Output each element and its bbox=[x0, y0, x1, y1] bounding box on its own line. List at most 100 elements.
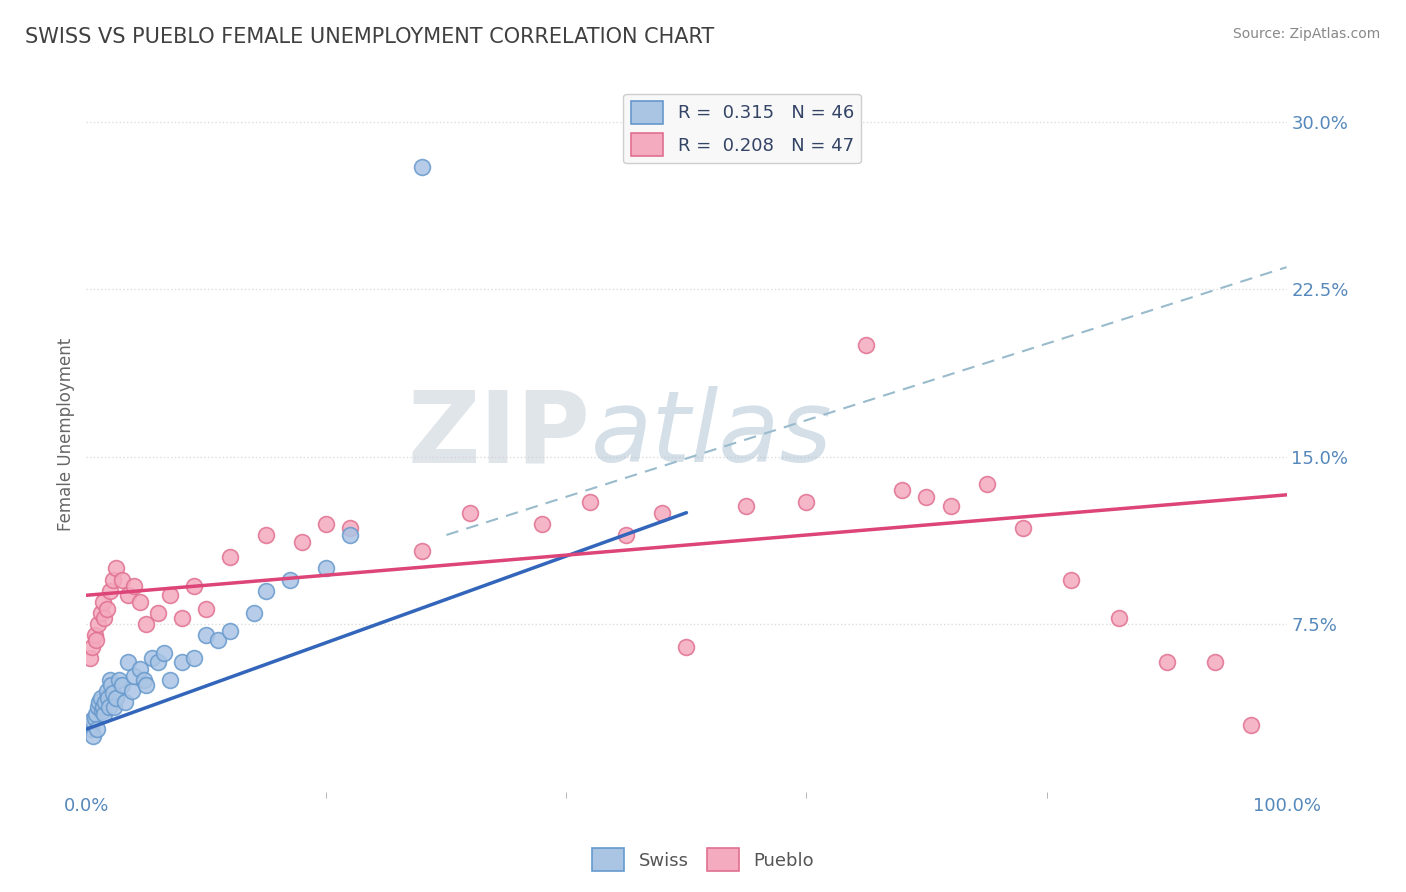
Point bbox=[254, 528, 277, 542]
Point bbox=[148, 606, 170, 620]
Point bbox=[84, 632, 107, 647]
Point bbox=[651, 506, 673, 520]
Point bbox=[82, 729, 104, 743]
Point bbox=[219, 624, 242, 638]
Point bbox=[315, 561, 337, 575]
Point bbox=[148, 655, 170, 669]
Point bbox=[1204, 655, 1226, 669]
Point bbox=[976, 476, 998, 491]
Point bbox=[579, 494, 602, 508]
Point bbox=[135, 677, 157, 691]
Point bbox=[411, 543, 433, 558]
Point bbox=[207, 632, 229, 647]
Point bbox=[1239, 717, 1261, 731]
Text: Source: ZipAtlas.com: Source: ZipAtlas.com bbox=[1233, 27, 1381, 41]
Point bbox=[129, 595, 152, 609]
Point bbox=[93, 610, 115, 624]
Point bbox=[735, 499, 758, 513]
Point bbox=[90, 690, 112, 705]
Point bbox=[105, 690, 128, 705]
Point bbox=[117, 655, 139, 669]
Point bbox=[84, 706, 107, 721]
Point bbox=[132, 673, 155, 687]
Point bbox=[83, 711, 105, 725]
Point bbox=[121, 684, 143, 698]
Point bbox=[243, 606, 266, 620]
Point bbox=[939, 499, 962, 513]
Point bbox=[855, 338, 877, 352]
Point bbox=[1156, 655, 1178, 669]
Point bbox=[91, 699, 114, 714]
Point bbox=[254, 583, 277, 598]
Point bbox=[98, 699, 121, 714]
Point bbox=[82, 713, 104, 727]
Point bbox=[101, 573, 124, 587]
Point bbox=[90, 704, 112, 718]
Point bbox=[80, 722, 103, 736]
Text: ZIP: ZIP bbox=[408, 386, 591, 483]
Point bbox=[183, 579, 205, 593]
Point bbox=[339, 528, 361, 542]
Point bbox=[86, 722, 108, 736]
Point bbox=[411, 160, 433, 174]
Point bbox=[280, 573, 302, 587]
Point bbox=[159, 588, 181, 602]
Y-axis label: Female Unemployment: Female Unemployment bbox=[58, 338, 75, 532]
Point bbox=[89, 695, 111, 709]
Point bbox=[98, 583, 121, 598]
Point bbox=[111, 573, 134, 587]
Point bbox=[1059, 573, 1081, 587]
Point bbox=[796, 494, 818, 508]
Point bbox=[105, 561, 128, 575]
Point bbox=[87, 699, 110, 714]
Point bbox=[79, 717, 101, 731]
Point bbox=[135, 617, 157, 632]
Point bbox=[460, 506, 482, 520]
Point bbox=[124, 668, 146, 682]
Point bbox=[195, 628, 218, 642]
Point bbox=[79, 650, 101, 665]
Point bbox=[82, 640, 104, 654]
Point bbox=[891, 483, 914, 498]
Point bbox=[103, 699, 125, 714]
Text: SWISS VS PUEBLO FEMALE UNEMPLOYMENT CORRELATION CHART: SWISS VS PUEBLO FEMALE UNEMPLOYMENT CORR… bbox=[25, 27, 714, 46]
Point bbox=[1011, 521, 1033, 535]
Point bbox=[96, 601, 118, 615]
Point bbox=[117, 588, 139, 602]
Point bbox=[172, 610, 194, 624]
Point bbox=[100, 677, 122, 691]
Point bbox=[531, 516, 554, 531]
Point bbox=[915, 490, 938, 504]
Point bbox=[97, 690, 120, 705]
Point bbox=[195, 601, 218, 615]
Point bbox=[219, 550, 242, 565]
Point bbox=[159, 673, 181, 687]
Point bbox=[107, 673, 129, 687]
Point bbox=[339, 521, 361, 535]
Point bbox=[94, 695, 117, 709]
Point bbox=[172, 655, 194, 669]
Point bbox=[129, 662, 152, 676]
Legend: R =  0.315   N = 46, R =  0.208   N = 47: R = 0.315 N = 46, R = 0.208 N = 47 bbox=[623, 94, 860, 163]
Point bbox=[90, 606, 112, 620]
Point bbox=[315, 516, 337, 531]
Text: atlas: atlas bbox=[591, 386, 832, 483]
Point bbox=[153, 646, 176, 660]
Legend: Swiss, Pueblo: Swiss, Pueblo bbox=[585, 841, 821, 879]
Point bbox=[101, 686, 124, 700]
Point bbox=[291, 534, 314, 549]
Point bbox=[96, 684, 118, 698]
Point bbox=[91, 595, 114, 609]
Point bbox=[183, 650, 205, 665]
Point bbox=[141, 650, 163, 665]
Point bbox=[98, 673, 121, 687]
Point bbox=[1108, 610, 1130, 624]
Point bbox=[675, 640, 697, 654]
Point bbox=[124, 579, 146, 593]
Point bbox=[87, 617, 110, 632]
Point bbox=[616, 528, 638, 542]
Point bbox=[93, 706, 115, 721]
Point bbox=[114, 695, 136, 709]
Point bbox=[111, 677, 134, 691]
Point bbox=[83, 628, 105, 642]
